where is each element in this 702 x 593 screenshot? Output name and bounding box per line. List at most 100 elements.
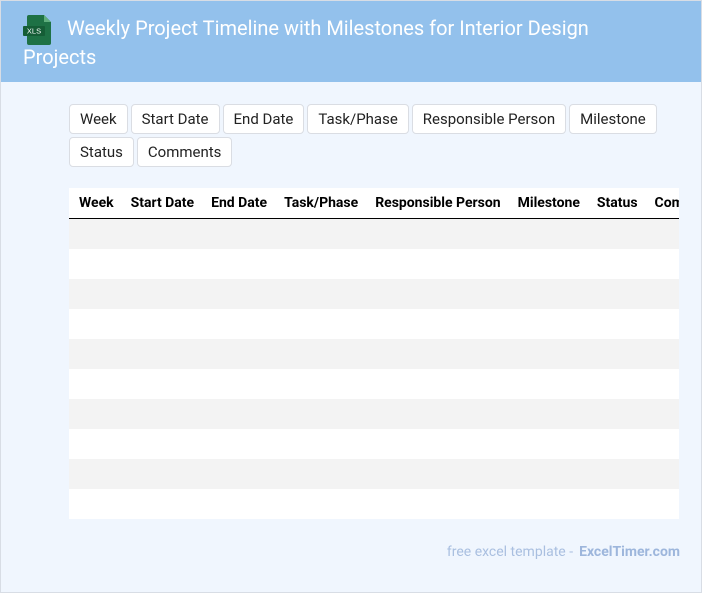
- tag[interactable]: Week: [69, 104, 128, 134]
- table-cell: [274, 279, 366, 309]
- table-cell: [201, 339, 275, 369]
- table-row: [69, 309, 679, 339]
- table-cell: [587, 309, 645, 339]
- table-row: [69, 249, 679, 279]
- table-cell: [644, 459, 679, 489]
- table-cell: [274, 309, 365, 339]
- table-cell: [586, 279, 645, 309]
- table-cell: [587, 249, 645, 279]
- table-cell: [365, 279, 508, 309]
- table-row: [69, 279, 679, 309]
- table-cell: [121, 249, 201, 279]
- table-cell: [120, 459, 202, 489]
- table-cell: [365, 218, 508, 249]
- table-cell: [69, 309, 121, 339]
- table-cell: [69, 249, 121, 279]
- table-cell: [586, 339, 645, 369]
- table-cell: [365, 399, 508, 429]
- footer-link[interactable]: ExcelTimer.com: [579, 544, 680, 560]
- table-cell: [69, 429, 121, 459]
- column-header: Comments: [644, 188, 679, 219]
- table-cell: [201, 429, 274, 459]
- table-cell: [586, 399, 645, 429]
- table-cell: [120, 279, 202, 309]
- table-cell: [645, 249, 679, 279]
- table-cell: [274, 339, 366, 369]
- table-cell: [201, 279, 275, 309]
- tag-list: Week Start Date End Date Task/Phase Responsi…: [69, 104, 669, 167]
- table-cell: [365, 489, 507, 519]
- table-cell: [644, 399, 679, 429]
- table-cell: [201, 399, 275, 429]
- table-cell: [274, 429, 365, 459]
- xls-icon: XLS: [23, 15, 51, 45]
- table-cell: [201, 249, 274, 279]
- tag[interactable]: Status: [69, 137, 134, 167]
- table-cell: [69, 339, 121, 369]
- table-cell: [508, 309, 587, 339]
- footer-text: free excel template -: [446, 544, 574, 560]
- footer: free excel template - ExcelTimer.com: [447, 544, 680, 560]
- column-header: Milestone: [507, 188, 587, 219]
- table-cell: [644, 339, 679, 369]
- table-cell: [274, 489, 365, 519]
- table-cell: [274, 399, 366, 429]
- table-cell: [644, 279, 679, 309]
- table-cell: [587, 369, 645, 399]
- table-cell: [274, 249, 365, 279]
- column-header: Responsible Person: [365, 188, 508, 219]
- table-cell: [201, 218, 275, 249]
- table-cell: [507, 459, 587, 489]
- table-cell: [645, 489, 679, 519]
- table-cell: [120, 339, 202, 369]
- column-header: Week: [69, 188, 121, 219]
- icon-label: XLS: [27, 26, 41, 35]
- tag[interactable]: Comments: [136, 137, 233, 167]
- table-cell: [587, 489, 645, 519]
- table-row: [69, 459, 679, 489]
- table-cell: [507, 399, 587, 429]
- table-cell: [69, 399, 121, 429]
- table-cell: [69, 489, 121, 519]
- table-cell: [274, 218, 366, 249]
- title: Weekly Project Timeline with Milestones …: [23, 16, 589, 69]
- table-cell: [121, 309, 201, 339]
- table-cell: [587, 429, 645, 459]
- table: Week Start Date End Date Task/Phase Responsi…: [69, 188, 679, 519]
- table-cell: [201, 369, 274, 399]
- column-header: End Date: [201, 188, 275, 219]
- table-row: [69, 429, 679, 459]
- table-cell: [586, 218, 645, 249]
- table-cell: [508, 249, 587, 279]
- table-cell: [201, 489, 274, 519]
- table-row: [69, 369, 679, 399]
- tag[interactable]: Milestone: [569, 104, 657, 134]
- table-cell: [645, 309, 679, 339]
- table-cell: [201, 459, 275, 489]
- table-cell: [365, 429, 507, 459]
- table-cell: [645, 369, 679, 399]
- table-cell: [508, 369, 587, 399]
- table-cell: [365, 309, 507, 339]
- table-cell: [69, 369, 121, 399]
- table-cell: [201, 309, 274, 339]
- tag[interactable]: Responsible Person: [411, 104, 567, 134]
- table-cell: [274, 369, 365, 399]
- table-cell: [645, 429, 679, 459]
- column-header: Task/Phase: [274, 188, 366, 219]
- table-cell: [121, 489, 201, 519]
- table-cell: [508, 429, 587, 459]
- column-header: Status: [586, 188, 645, 219]
- tag[interactable]: End Date: [222, 104, 305, 134]
- table-cell: [120, 399, 202, 429]
- table-cell: [507, 339, 587, 369]
- table-cell: [121, 369, 201, 399]
- table-row: [69, 218, 679, 249]
- table-cell: [69, 459, 121, 489]
- tag[interactable]: Start Date: [130, 104, 220, 134]
- tag[interactable]: Task/Phase: [307, 104, 409, 134]
- table-cell: [69, 279, 121, 309]
- table-cell: [644, 218, 679, 249]
- table-row: [69, 489, 679, 519]
- table-cell: [365, 249, 507, 279]
